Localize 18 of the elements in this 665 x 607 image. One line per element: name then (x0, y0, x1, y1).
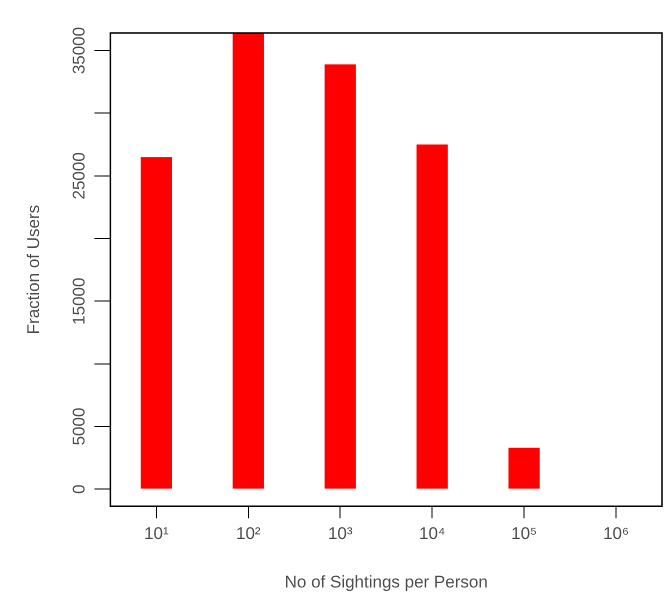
bar (416, 144, 448, 489)
x-tick-label: 10³ (328, 524, 353, 544)
bar (324, 64, 356, 489)
y-axis-title: Fraction of Users (24, 204, 43, 334)
bar (232, 33, 264, 489)
x-axis-title: No of Sightings per Person (284, 572, 488, 592)
y-tick-label: 0 (70, 484, 89, 494)
y-tick-label: 25000 (70, 152, 89, 200)
x-tick-label: 10¹ (144, 524, 169, 544)
x-tick-label: 10⁴ (419, 524, 446, 544)
y-tick-label: 15000 (70, 278, 89, 325)
x-tick-label: 10⁵ (511, 524, 538, 544)
bar (140, 157, 172, 489)
x-tick-label: 10² (236, 524, 261, 544)
x-tick-label: 10⁶ (603, 524, 629, 544)
bar (508, 448, 540, 489)
y-tick-label: 5000 (70, 408, 89, 446)
y-tick-label: 35000 (70, 26, 89, 74)
